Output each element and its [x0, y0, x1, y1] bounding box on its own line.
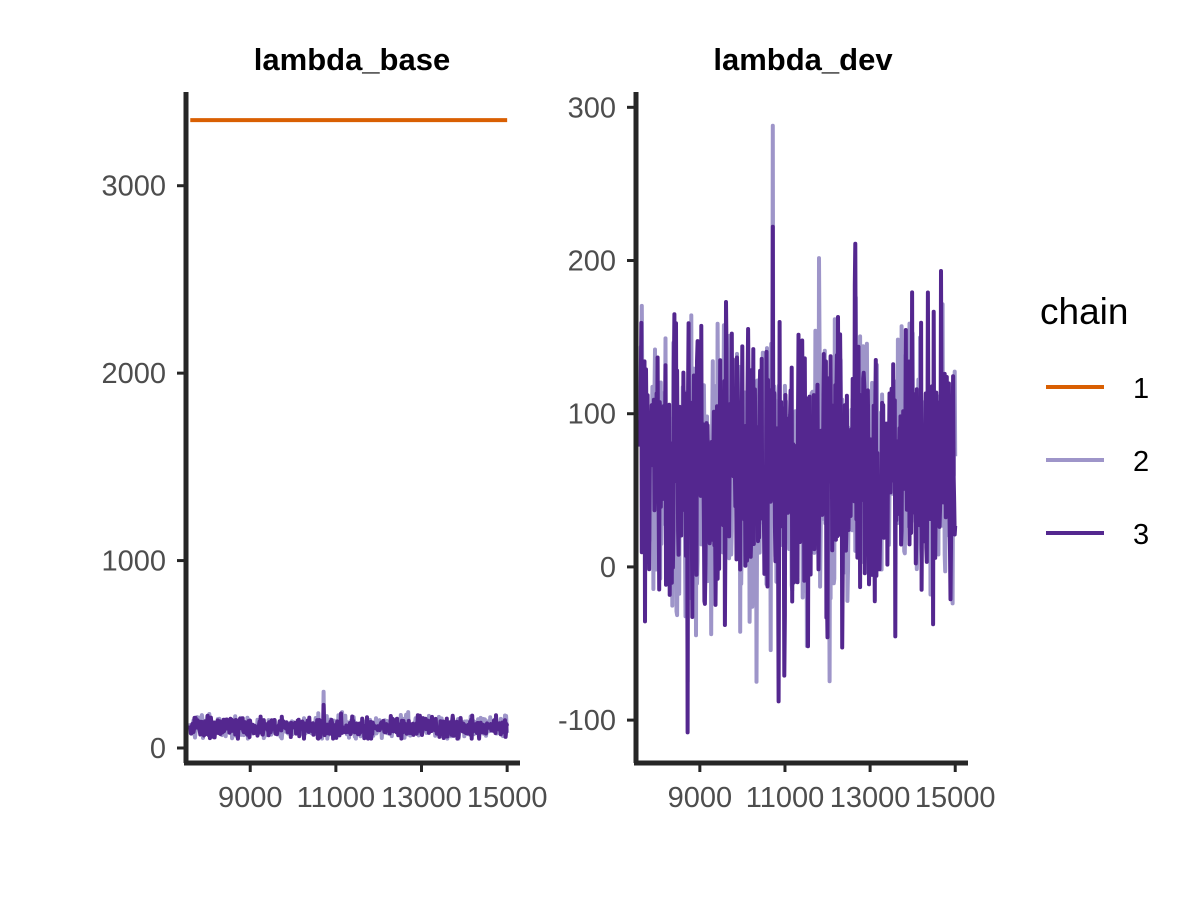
- x-tick-label: 13000: [830, 782, 911, 814]
- x-tick-label: 11000: [746, 782, 825, 814]
- x-tick-label: 15000: [915, 782, 996, 814]
- series-line-chain-3: [638, 224, 958, 735]
- x-tick-label: 9000: [668, 782, 733, 814]
- chain-legend: chain 1 2 3: [1040, 291, 1149, 551]
- x-tick-label: 9000: [218, 782, 283, 814]
- legend-label: 3: [1133, 519, 1149, 551]
- y-tick-label: 100: [568, 399, 616, 431]
- panel-title: lambda_base: [254, 42, 450, 77]
- y-tick-label: 0: [600, 552, 616, 584]
- y-tick-label: 200: [568, 246, 616, 278]
- series-line-chain-3: [188, 702, 510, 741]
- panel-lambda-dev: lambda_dev -100 0 100 200 300 9000 11000 13000 1…: [558, 42, 996, 814]
- y-tick-label: -100: [558, 705, 616, 737]
- panel-title: lambda_dev: [713, 42, 893, 77]
- x-tick-label: 11000: [297, 782, 376, 814]
- legend-label: 2: [1133, 446, 1149, 478]
- x-tick-label: 13000: [381, 782, 462, 814]
- panel-lambda-base: lambda_base 0 1000 2000 3000 9000 11000 13000 1…: [101, 42, 547, 814]
- legend-title: chain: [1040, 291, 1128, 332]
- y-tick-label: 1000: [101, 546, 166, 578]
- y-tick-label: 3000: [101, 171, 166, 203]
- x-tick-label: 15000: [467, 782, 548, 814]
- y-tick-label: 2000: [101, 358, 166, 390]
- y-tick-label: 0: [150, 733, 166, 765]
- legend-label: 1: [1133, 373, 1149, 405]
- y-tick-label: 300: [568, 92, 616, 124]
